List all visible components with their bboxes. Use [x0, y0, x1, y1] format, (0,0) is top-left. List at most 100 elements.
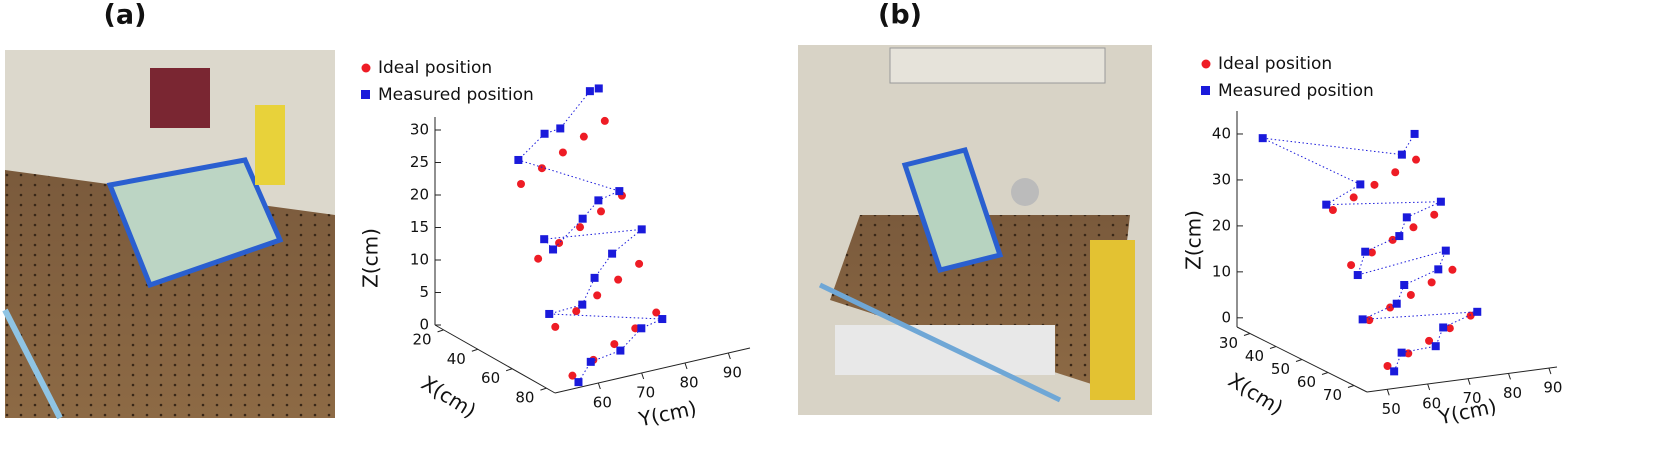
z-tick-label: 5	[419, 283, 429, 301]
point	[517, 180, 525, 188]
point	[576, 223, 585, 232]
point	[1390, 367, 1399, 376]
photo-b	[798, 45, 1152, 415]
point	[537, 164, 546, 173]
x-tick-label: 40	[447, 350, 466, 368]
point	[540, 235, 549, 244]
point	[637, 324, 646, 333]
point	[1395, 232, 1404, 241]
photo-a	[2, 50, 335, 420]
point	[600, 116, 609, 125]
point	[574, 378, 583, 387]
measured-line	[517, 87, 663, 383]
x-axis-label: X(cm)	[417, 371, 480, 423]
legend-marker	[1201, 59, 1211, 69]
point	[658, 315, 667, 324]
point	[1400, 280, 1409, 289]
point	[1383, 361, 1392, 370]
point	[1358, 315, 1367, 324]
point	[1365, 316, 1374, 325]
z-tick-label: 0	[419, 316, 429, 334]
x-tick-label: 60	[481, 369, 500, 387]
z-tick-label: 10	[1212, 262, 1231, 280]
point	[1473, 307, 1482, 316]
point	[1391, 168, 1400, 177]
y-tick	[1548, 367, 1552, 375]
point	[1397, 150, 1406, 159]
y-axis-label: Y(cm)	[1436, 394, 1499, 430]
y-tick	[727, 352, 731, 360]
y-tick	[1427, 383, 1431, 391]
x-tick	[540, 387, 547, 391]
point	[594, 196, 603, 205]
point	[608, 249, 617, 258]
x-tick-label: 30	[1219, 334, 1238, 352]
point	[1434, 265, 1443, 274]
y-tick-label: 70	[1463, 389, 1482, 407]
legend-label: Measured position	[378, 85, 534, 105]
point	[1431, 342, 1440, 351]
x-tick	[437, 329, 444, 333]
x-tick	[1321, 372, 1329, 375]
x-tick-label: 50	[1271, 360, 1290, 378]
x-tick	[1295, 359, 1303, 362]
point	[1427, 278, 1436, 287]
y-tick-label: 80	[1503, 384, 1522, 402]
z-tick-label: 30	[410, 121, 429, 139]
z-tick-label: 15	[410, 218, 429, 236]
point	[514, 155, 523, 164]
legend-label: Ideal position	[378, 58, 492, 78]
point	[1361, 247, 1370, 256]
point	[1347, 261, 1356, 270]
point	[586, 357, 595, 366]
point	[578, 214, 587, 223]
x-tick-label: 60	[1297, 373, 1316, 391]
point	[631, 324, 640, 333]
z-tick-label: 30	[1212, 170, 1231, 188]
y-tick-label: 60	[593, 394, 612, 412]
legend-marker	[361, 90, 370, 99]
x-tick-label: 80	[515, 389, 534, 407]
point	[556, 124, 565, 133]
point	[1397, 348, 1406, 357]
chart-title: (b)	[878, 0, 922, 31]
point	[1328, 206, 1337, 215]
point	[1367, 248, 1376, 257]
y-axis	[1366, 366, 1558, 393]
z-axis-label: Z(cm)	[1182, 210, 1206, 270]
x-tick	[471, 348, 479, 352]
point	[610, 340, 619, 349]
point	[652, 308, 661, 317]
point	[1402, 213, 1411, 222]
x-tick	[1347, 385, 1355, 388]
point	[1412, 155, 1421, 164]
point	[549, 245, 558, 254]
point	[1409, 223, 1418, 232]
point	[578, 300, 587, 309]
x-tick	[505, 368, 513, 372]
point	[1448, 265, 1457, 274]
point	[1430, 210, 1439, 219]
point	[1258, 134, 1267, 143]
z-tick-label: 10	[410, 251, 429, 269]
y-tick-label: 90	[1543, 379, 1562, 397]
x-tick-label: 40	[1245, 347, 1264, 365]
point	[1353, 271, 1362, 280]
y-tick	[641, 372, 645, 380]
y-tick-label: 80	[679, 374, 698, 392]
y-tick-label: 50	[1382, 400, 1401, 418]
point	[616, 346, 625, 355]
z-tick-label: 0	[1221, 308, 1231, 326]
point	[1466, 311, 1475, 320]
point	[568, 371, 577, 380]
chart-title: (a)	[104, 0, 147, 31]
z-tick-label: 20	[1212, 216, 1231, 234]
legend-marker	[361, 63, 371, 73]
y-tick	[1467, 378, 1471, 385]
y-tick-label: 70	[636, 384, 655, 402]
y-tick	[1508, 373, 1511, 380]
point	[545, 309, 554, 318]
y-tick-label: 60	[1422, 395, 1441, 413]
x-axis	[434, 324, 556, 394]
